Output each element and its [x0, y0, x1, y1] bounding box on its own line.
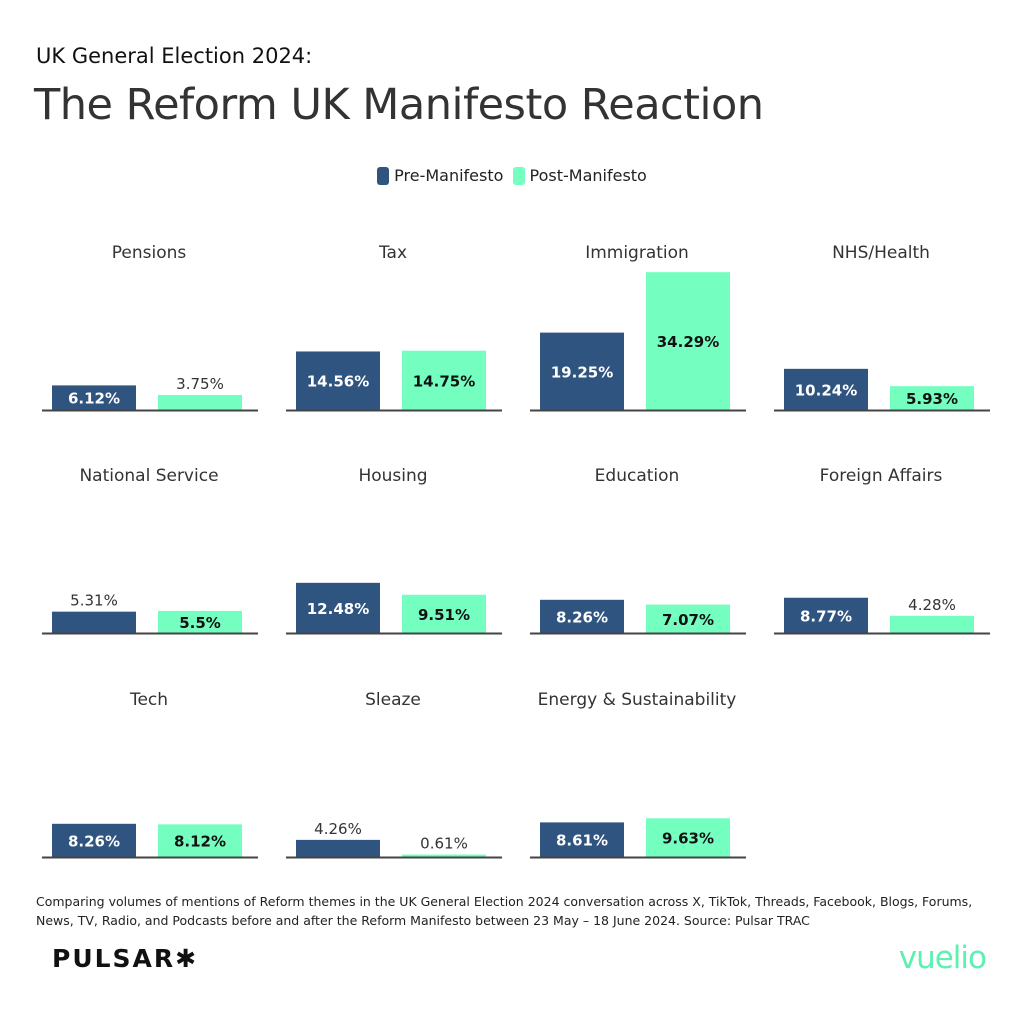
panel-title: Foreign Affairs — [820, 466, 943, 486]
data-label: 0.61% — [420, 835, 468, 853]
panel-title: Tech — [129, 690, 168, 710]
chart-title: The Reform UK Manifesto Reaction — [34, 80, 764, 130]
data-label: 14.56% — [307, 373, 369, 391]
panel-title: Housing — [358, 466, 427, 486]
data-label: 12.48% — [307, 600, 369, 618]
data-label: 5.5% — [179, 614, 221, 632]
legend-item-pre: Pre-Manifesto — [377, 166, 503, 185]
bar-pre — [52, 385, 136, 410]
data-label: 34.29% — [657, 333, 719, 351]
data-label: 8.61% — [556, 832, 608, 850]
panel-title: Tax — [378, 243, 407, 263]
bar-pre — [296, 839, 380, 857]
data-label: 8.26% — [556, 608, 608, 626]
data-label: 8.26% — [68, 832, 120, 850]
panel-title: National Service — [79, 466, 218, 486]
pulsar-logo: PULSAR✱ — [52, 944, 199, 973]
chart-supertitle: UK General Election 2024: — [36, 44, 313, 68]
legend-label-pre: Pre-Manifesto — [394, 166, 504, 185]
data-label: 4.26% — [314, 820, 362, 838]
data-label: 4.28% — [908, 596, 956, 614]
legend: Pre-Manifesto Post-Manifesto — [0, 166, 1024, 189]
panel-title: Pensions — [112, 243, 187, 263]
legend-label-post: Post-Manifesto — [529, 166, 647, 185]
bar-pre — [296, 351, 380, 410]
legend-item-post: Post-Manifesto — [512, 166, 647, 185]
bar-post — [158, 610, 242, 633]
bar-post — [158, 394, 242, 410]
data-label: 9.63% — [662, 830, 714, 848]
bar-post — [646, 272, 730, 410]
bar-post — [402, 594, 486, 633]
bar-post — [890, 615, 974, 633]
bar-post — [402, 350, 486, 410]
panel-title: NHS/Health — [832, 243, 930, 263]
vuelio-logo: vuelio — [898, 940, 987, 976]
bar-pre — [296, 582, 380, 633]
data-label: 6.12% — [68, 390, 120, 408]
panel-title: Immigration — [585, 243, 689, 263]
data-label: 5.93% — [906, 390, 958, 408]
bar-post — [402, 854, 486, 857]
data-label: 7.07% — [662, 611, 714, 629]
data-label: 3.75% — [176, 375, 224, 393]
bar-pre — [540, 822, 624, 857]
panel-title: Sleaze — [365, 690, 421, 710]
bar-post — [646, 604, 730, 633]
bar-post — [646, 818, 730, 857]
bar-post — [890, 386, 974, 410]
data-label: 19.25% — [551, 363, 613, 381]
bar-pre — [540, 599, 624, 633]
footnote: Comparing volumes of mentions of Reform … — [36, 894, 973, 928]
data-label: 9.51% — [418, 606, 470, 624]
panel-title: Education — [595, 466, 680, 486]
bar-pre — [784, 597, 868, 633]
panel-title: Energy & Sustainability — [538, 690, 737, 710]
bar-pre — [540, 332, 624, 410]
data-label: 5.31% — [70, 592, 118, 610]
bar-pre — [52, 823, 136, 857]
data-label: 8.12% — [174, 833, 226, 851]
bar-pre — [784, 368, 868, 410]
data-label: 14.75% — [413, 372, 475, 390]
legend-swatch-pre — [377, 166, 390, 185]
data-label: 8.77% — [800, 607, 852, 625]
data-label: 10.24% — [795, 381, 857, 399]
legend-swatch-post — [512, 166, 525, 185]
bar-post — [158, 824, 242, 857]
bar-pre — [52, 611, 136, 633]
